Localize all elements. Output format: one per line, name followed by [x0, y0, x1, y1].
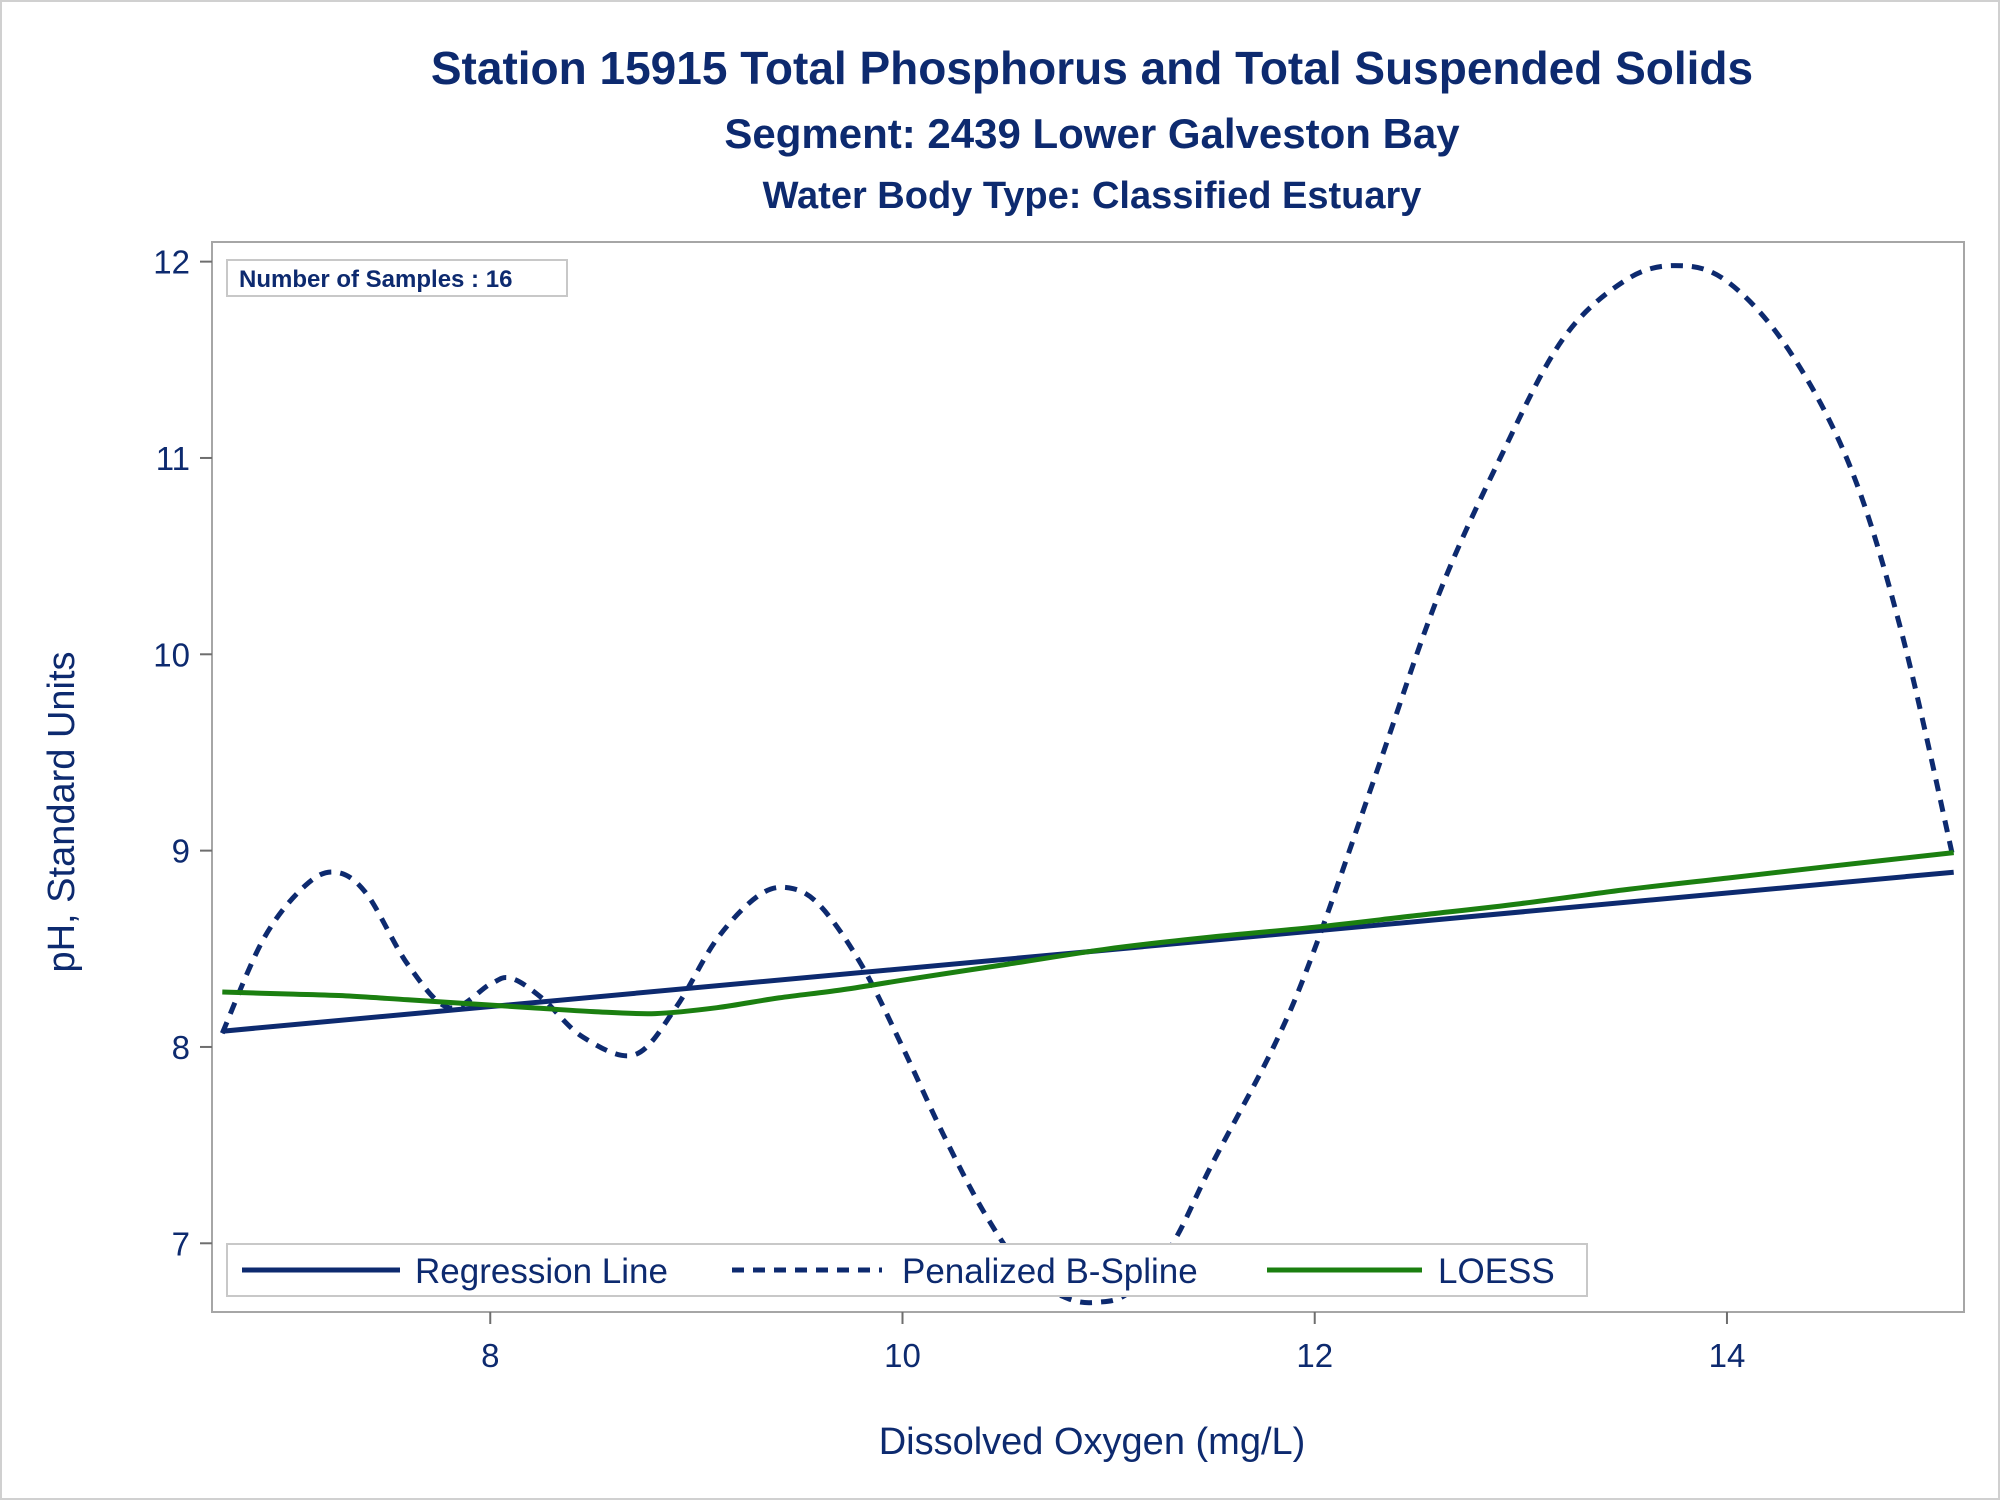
y-tick-label: 9: [172, 833, 190, 870]
y-tick-label: 12: [153, 244, 190, 281]
sample-count-box: Number of Samples : 16: [226, 259, 568, 297]
x-axis-label: Dissolved Oxygen (mg/L): [879, 1421, 1306, 1463]
legend-label-regression: Regression Line: [415, 1252, 668, 1291]
x-tick-label: 8: [481, 1337, 499, 1374]
sample-count-label: Number of Samples : 16: [239, 266, 512, 293]
x-tick-label: 14: [1709, 1337, 1746, 1374]
y-tick-label: 7: [172, 1225, 190, 1262]
series-loess: [222, 850, 1954, 1017]
y-axis-label: pH, Standard Units: [41, 651, 83, 972]
x-tick-label: 12: [1296, 1337, 1333, 1374]
y-tick-label: 11: [156, 440, 190, 477]
plot-area: 8 10 12 14 7 8 9 10 11 12: [153, 241, 1965, 1374]
sample-count-frame: [226, 259, 568, 297]
legend-label-spline: Penalized B-Spline: [902, 1252, 1198, 1291]
chart-subtitle: Segment: 2439 Lower Galveston Bay: [724, 110, 1460, 157]
legend-label-loess: LOESS: [1438, 1252, 1555, 1291]
y-tick-label: 10: [153, 636, 190, 673]
y-tick-label: 8: [172, 1029, 190, 1066]
series-penalized-b-spline: [220, 263, 1957, 1306]
chart-title: Station 15915 Total Phosphorus and Total…: [431, 42, 1753, 94]
legend: Regression Line Penalized B-Spline LOESS: [226, 1243, 1588, 1297]
x-tick-label: 10: [884, 1337, 921, 1374]
plot-border: [211, 241, 1965, 1313]
chart-subtitle-2: Water Body Type: Classified Estuary: [763, 175, 1422, 217]
